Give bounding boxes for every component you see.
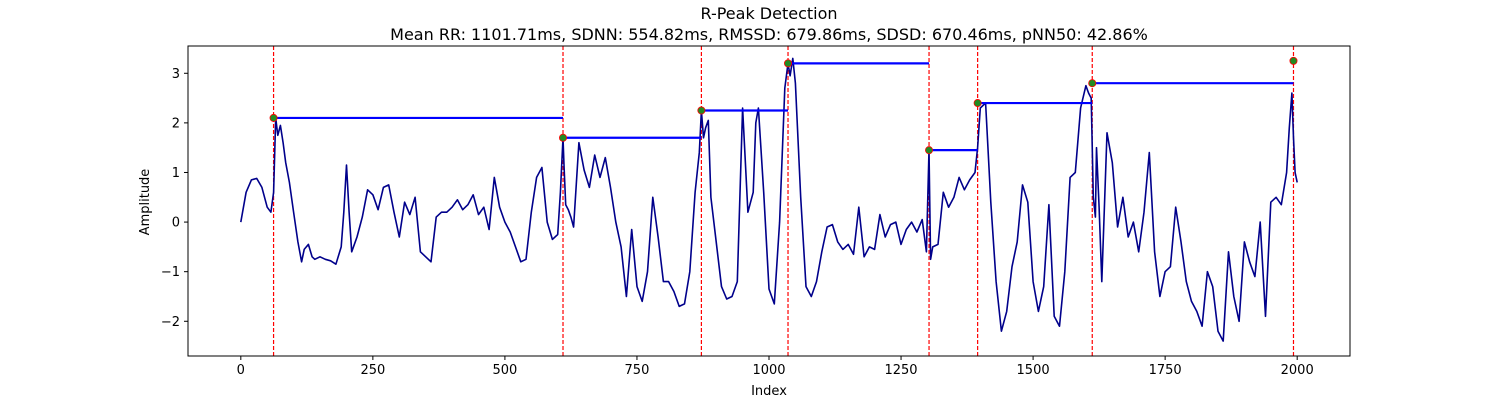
peak-marker-5 xyxy=(973,99,982,108)
y-tick-label-4: 2 xyxy=(172,116,180,131)
x-tick-label-8: 2000 xyxy=(1281,363,1314,378)
chart-subtitle: Mean RR: 1101.71ms, SDNN: 554.82ms, RMSS… xyxy=(390,25,1148,44)
x-tick-label-6: 1500 xyxy=(1017,363,1050,378)
x-tick-label-7: 1750 xyxy=(1149,363,1182,378)
peak-marker-6 xyxy=(1088,79,1097,88)
peak-marker-1 xyxy=(559,133,568,142)
peak-marker-7 xyxy=(1289,56,1298,65)
peak-marker-4 xyxy=(925,146,934,155)
x-tick-label-3: 750 xyxy=(625,363,650,378)
x-tick-label-0: 0 xyxy=(237,363,245,378)
y-tick-label-3: 1 xyxy=(172,166,180,181)
x-tick-label-2: 500 xyxy=(492,363,517,378)
x-tick-label-4: 1000 xyxy=(752,363,785,378)
peak-marker-2 xyxy=(697,106,706,115)
chart-title: R-Peak Detection xyxy=(700,4,837,23)
y-tick-label-5: 3 xyxy=(172,67,180,82)
peak-marker-3 xyxy=(784,59,793,68)
x-tick-label-1: 250 xyxy=(360,363,385,378)
signal-line xyxy=(240,57,1298,342)
y-tick-label-2: 0 xyxy=(172,216,180,231)
y-tick-label-1: −1 xyxy=(161,265,180,280)
plot-frame xyxy=(187,45,1351,357)
y-axis-label: Amplitude xyxy=(138,169,153,236)
x-tick-label-5: 1250 xyxy=(884,363,917,378)
plot-area: 0 250 500 750 1000 1250 1500 1750 2000 −2 −1 0 1 2 3 xyxy=(161,45,1351,378)
y-tick-label-0: −2 xyxy=(161,315,180,330)
x-axis-label: Index xyxy=(751,384,787,399)
peak-marker-0 xyxy=(269,113,278,122)
